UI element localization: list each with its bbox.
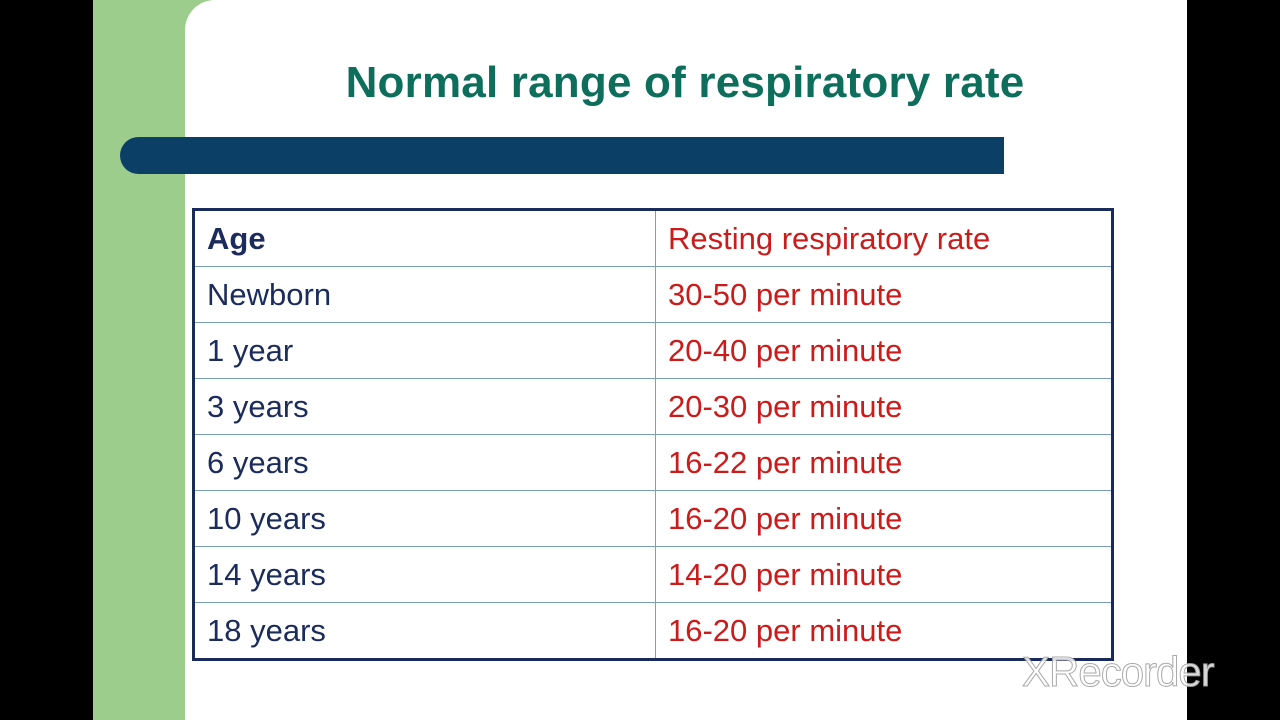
slide-content-corner [185,0,305,120]
rate-cell: 20-40 per minute [655,322,1113,379]
table-row: 18 years 16-20 per minute [193,602,1113,660]
title-underline-bar [120,137,1004,174]
age-cell: 6 years [193,434,656,491]
header-age: Age [193,209,656,267]
xrecorder-watermark: XRecorder [1022,648,1216,696]
age-cell: 1 year [193,322,656,379]
age-cell: 14 years [193,546,656,603]
rate-cell: 30-50 per minute [655,266,1113,323]
table-row: 1 year 20-40 per minute [193,322,1113,379]
age-cell: 3 years [193,378,656,435]
age-cell: Newborn [193,266,656,323]
table-row: 10 years 16-20 per minute [193,490,1113,547]
rate-cell: 16-22 per minute [655,434,1113,491]
table-header-row: Age Resting respiratory rate [193,209,1113,267]
rate-cell: 16-20 per minute [655,490,1113,547]
green-side-band [93,0,185,720]
rate-cell: 20-30 per minute [655,378,1113,435]
header-rate: Resting respiratory rate [655,209,1113,267]
table-row: 6 years 16-22 per minute [193,434,1113,491]
age-cell: 18 years [193,602,656,660]
table-row: 14 years 14-20 per minute [193,546,1113,603]
table-row: 3 years 20-30 per minute [193,378,1113,435]
rate-cell: 14-20 per minute [655,546,1113,603]
respiratory-rate-table: Age Resting respiratory rate Newborn 30-… [192,208,1114,661]
table-row: Newborn 30-50 per minute [193,266,1113,323]
slide: Normal range of respiratory rate Age Res… [93,0,1187,720]
rate-cell: 16-20 per minute [655,602,1113,660]
slide-title: Normal range of respiratory rate [345,58,1025,107]
age-cell: 10 years [193,490,656,547]
